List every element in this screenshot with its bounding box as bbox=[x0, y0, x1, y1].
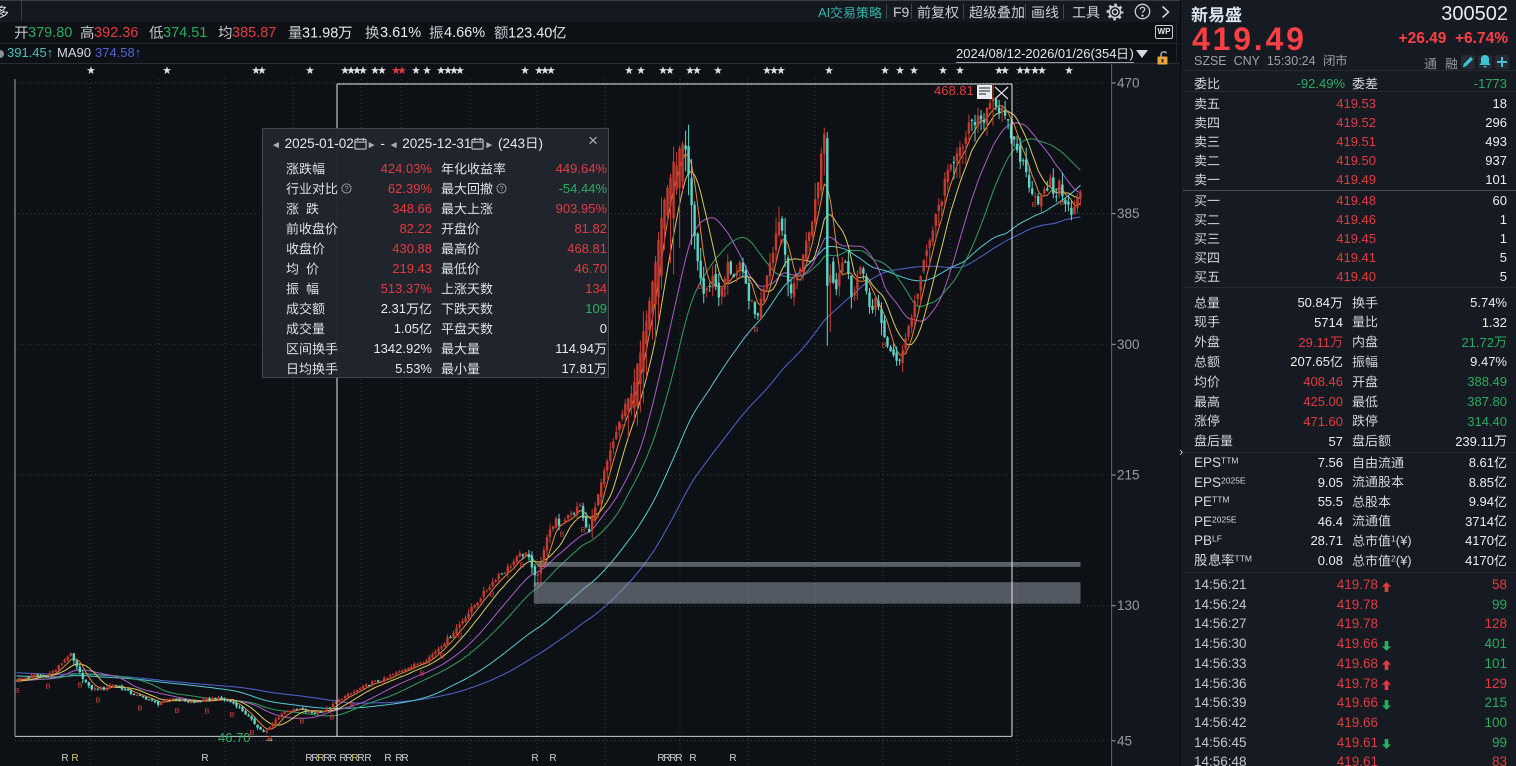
svg-text:B: B bbox=[559, 530, 564, 539]
svg-text:R: R bbox=[305, 753, 312, 764]
svg-text:B: B bbox=[174, 706, 179, 715]
svg-text:B: B bbox=[299, 717, 304, 726]
svg-text:B: B bbox=[14, 686, 19, 695]
svg-text:B: B bbox=[95, 696, 100, 705]
svg-text:R: R bbox=[61, 753, 68, 764]
svg-text:R: R bbox=[384, 753, 391, 764]
svg-text:R: R bbox=[549, 753, 556, 764]
svg-text:B: B bbox=[597, 497, 602, 506]
svg-text:B: B bbox=[753, 325, 758, 334]
svg-text:B: B bbox=[439, 652, 444, 661]
svg-text:130: 130 bbox=[1117, 598, 1140, 613]
svg-text:R: R bbox=[311, 753, 318, 764]
svg-text:R: R bbox=[345, 753, 352, 764]
svg-text:B: B bbox=[1059, 198, 1064, 207]
svg-text:B: B bbox=[267, 734, 272, 743]
svg-text:R: R bbox=[657, 753, 664, 764]
svg-text:B: B bbox=[489, 590, 494, 599]
svg-text:B: B bbox=[204, 707, 209, 716]
svg-text:R: R bbox=[395, 753, 402, 764]
svg-text:B: B bbox=[779, 237, 784, 246]
svg-text:B: B bbox=[853, 288, 858, 297]
svg-text:→: → bbox=[263, 731, 275, 745]
svg-text:B: B bbox=[1031, 200, 1036, 209]
svg-text:R: R bbox=[357, 753, 364, 764]
svg-text:R: R bbox=[364, 753, 371, 764]
svg-text:B: B bbox=[881, 341, 886, 350]
svg-text:R: R bbox=[201, 753, 208, 764]
svg-text:R: R bbox=[531, 753, 538, 764]
svg-text:300: 300 bbox=[1117, 337, 1140, 352]
svg-text:B: B bbox=[45, 682, 50, 691]
svg-text:45: 45 bbox=[1117, 733, 1132, 748]
svg-text:385: 385 bbox=[1117, 206, 1140, 221]
svg-text:B: B bbox=[249, 728, 254, 737]
svg-text:B: B bbox=[902, 347, 907, 356]
svg-text:R: R bbox=[351, 753, 358, 764]
svg-text:B: B bbox=[540, 560, 545, 569]
svg-text:R: R bbox=[339, 753, 346, 764]
svg-text:R: R bbox=[669, 753, 676, 764]
svg-text:B: B bbox=[137, 703, 142, 712]
svg-text:215: 215 bbox=[1117, 468, 1140, 483]
svg-text:R: R bbox=[401, 753, 408, 764]
svg-text:B: B bbox=[805, 244, 810, 253]
svg-text:B: B bbox=[519, 560, 524, 569]
svg-text:R: R bbox=[317, 753, 324, 764]
svg-text:B: B bbox=[77, 680, 82, 689]
svg-text:B: B bbox=[419, 669, 424, 678]
svg-text:R: R bbox=[675, 753, 682, 764]
svg-text:B: B bbox=[645, 313, 650, 322]
svg-text:B: B bbox=[349, 700, 354, 709]
svg-text:R: R bbox=[323, 753, 330, 764]
svg-text:46.70: 46.70 bbox=[218, 730, 251, 745]
svg-text:B: B bbox=[457, 631, 462, 640]
svg-text:B: B bbox=[721, 290, 726, 299]
svg-text:B: B bbox=[697, 282, 702, 291]
svg-text:470: 470 bbox=[1117, 76, 1140, 91]
svg-text:B: B bbox=[580, 525, 585, 534]
svg-text:R: R bbox=[71, 753, 78, 764]
svg-text:R: R bbox=[663, 753, 670, 764]
svg-text:468.81: 468.81 bbox=[934, 83, 974, 98]
svg-text:B: B bbox=[229, 710, 234, 719]
svg-text:R: R bbox=[689, 753, 696, 764]
svg-text:R: R bbox=[729, 753, 736, 764]
svg-text:B: B bbox=[329, 713, 334, 722]
svg-text:B: B bbox=[619, 422, 624, 431]
svg-text:R: R bbox=[329, 753, 336, 764]
